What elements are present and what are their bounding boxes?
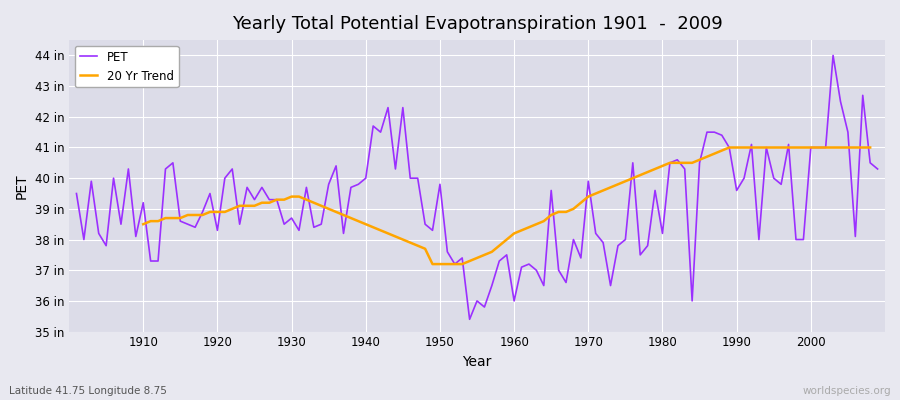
20 Yr Trend [428,262,438,266]
PET [605,283,616,288]
20 Yr Trend [309,200,320,205]
PET [464,317,475,322]
PET [828,53,839,58]
20 Yr Trend [531,222,542,226]
PET [516,265,526,270]
20 Yr Trend [508,231,519,236]
PET [338,231,349,236]
20 Yr Trend [724,145,734,150]
PET [293,228,304,233]
20 Yr Trend [716,148,727,153]
20 Yr Trend [865,145,876,150]
20 Yr Trend [360,222,371,226]
20 Yr Trend [138,222,148,226]
Title: Yearly Total Potential Evapotranspiration 1901  -  2009: Yearly Total Potential Evapotranspiratio… [231,15,723,33]
Line: 20 Yr Trend: 20 Yr Trend [143,148,870,264]
Text: Latitude 41.75 Longitude 8.75: Latitude 41.75 Longitude 8.75 [9,386,166,396]
20 Yr Trend [330,210,341,214]
Y-axis label: PET: PET [15,173,29,199]
Line: PET: PET [76,56,878,319]
Text: worldspecies.org: worldspecies.org [803,386,891,396]
X-axis label: Year: Year [463,355,491,369]
PET [508,298,519,303]
PET [71,191,82,196]
Legend: PET, 20 Yr Trend: PET, 20 Yr Trend [75,46,178,87]
PET [872,166,883,171]
PET [130,234,141,239]
